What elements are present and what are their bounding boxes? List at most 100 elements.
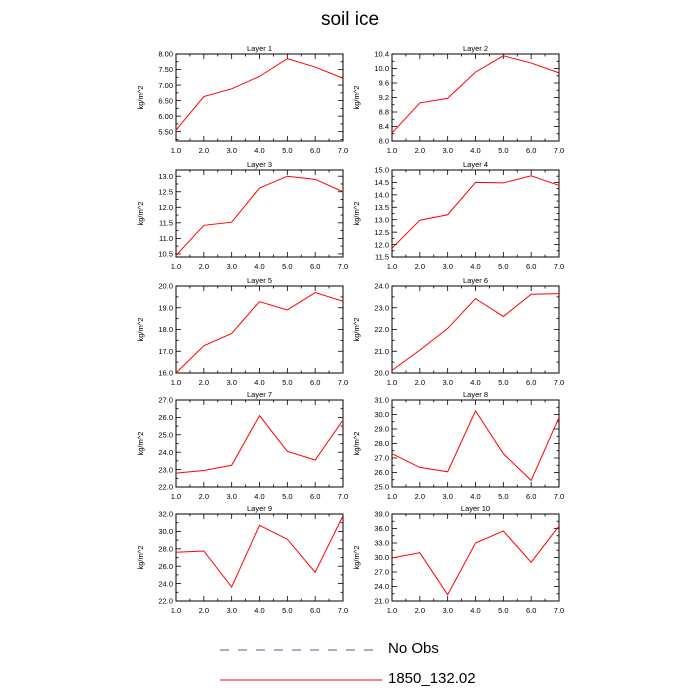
y-tick-label: 8.4 [379,122,389,131]
y-tick-label: 28.0 [374,439,389,448]
y-tick-label: 24.0 [374,582,389,591]
y-axis-label: kg/m^2 [136,86,145,110]
x-tick-label: 3.0 [442,492,452,501]
x-tick-label: 4.0 [470,146,480,155]
y-tick-label: 27.0 [158,396,173,405]
y-tick-label: 27.0 [374,568,389,577]
x-tick-label: 2.0 [199,492,209,501]
y-tick-label: 9.2 [379,93,389,102]
x-tick-label: 6.0 [526,146,536,155]
x-tick-label: 1.0 [387,146,397,155]
x-tick-label: 4.0 [254,378,264,387]
y-axis-label: kg/m^2 [136,432,145,456]
x-tick-label: 1.0 [387,492,397,501]
x-tick-label: 3.0 [442,606,452,615]
y-tick-label: 23.0 [374,303,389,312]
y-tick-label: 26.0 [374,468,389,477]
y-tick-label: 13.0 [158,172,173,181]
x-tick-label: 5.0 [498,606,508,615]
y-tick-label: 33.0 [374,539,389,548]
y-tick-label: 20.0 [374,369,389,378]
series-line-1850 [175,175,344,256]
y-tick-label: 30.0 [374,553,389,562]
y-tick-label: 12.0 [158,203,173,212]
x-tick-label: 3.0 [226,378,236,387]
y-axis-label: kg/m^2 [136,546,145,570]
y-axis-label: kg/m^2 [136,318,145,342]
y-tick-label: 26.0 [158,562,173,571]
x-tick-label: 5.0 [282,262,292,271]
y-tick-label: 24.0 [374,282,389,291]
x-tick-label: 7.0 [554,146,564,155]
panel-layer-10: 1.0 2.0 3.0 4.0 5.0 6.0 7.0 21.0 24.0 27.0 30.0 33.… [352,504,564,615]
y-tick-label: 7.50 [158,65,173,74]
plot-frame [175,513,344,602]
series-line-1850 [175,515,344,589]
panel-layer-5: 1.0 2.0 3.0 4.0 5.0 6.0 7.0 16.0 17.0 18.0 19.0 20.… [136,276,348,387]
series-line-1850 [391,525,560,596]
panel-title: Layer 10 [461,504,490,513]
x-tick-label: 3.0 [442,146,452,155]
y-axis-label: kg/m^2 [352,432,361,456]
x-tick-label: 3.0 [442,378,452,387]
x-tick-label: 1.0 [171,378,181,387]
x-tick-label: 6.0 [310,378,320,387]
x-tick-label: 4.0 [470,492,480,501]
x-tick-label: 1.0 [387,606,397,615]
y-tick-label: 6.50 [158,96,173,105]
x-tick-label: 3.0 [226,606,236,615]
plot-frame [175,53,344,142]
x-tick-label: 6.0 [526,606,536,615]
y-tick-label: 27.0 [374,454,389,463]
y-tick-label: 26.0 [158,413,173,422]
y-axis-label: kg/m^2 [352,86,361,110]
y-tick-label: 28.0 [158,545,173,554]
y-tick-label: 12.5 [158,187,173,196]
panel-layer-8: 1.0 2.0 3.0 4.0 5.0 6.0 7.0 25.0 26.0 27.0 28.0 29.… [352,390,564,501]
x-tick-label: 2.0 [415,146,425,155]
y-tick-label: 8.00 [158,50,173,59]
panel-title: Layer 1 [247,44,272,53]
panel-layer-4: 1.0 2.0 3.0 4.0 5.0 6.0 7.0 11.5 12.0 12.5 13.0 13.… [352,160,564,271]
y-tick-label: 31.0 [374,396,389,405]
series-line-1850 [391,409,560,482]
y-tick-label: 22.0 [158,597,173,606]
y-tick-label: 10.5 [158,250,173,259]
panel-layer-6: 1.0 2.0 3.0 4.0 5.0 6.0 7.0 20.0 21.0 22.0 23.0 24.… [352,276,564,387]
panel-layer-2: 1.0 2.0 3.0 4.0 5.0 6.0 7.0 8.0 8.4 8.8 9.2 9.6 10.0… [352,44,564,155]
x-tick-label: 2.0 [415,262,425,271]
series-line-1850 [391,293,560,371]
x-tick-label: 5.0 [498,492,508,501]
y-tick-label: 9.6 [379,79,389,88]
y-tick-label: 17.0 [158,347,173,356]
y-tick-label: 12.0 [374,240,389,249]
y-axis-label: kg/m^2 [136,202,145,226]
y-tick-label: 10.4 [374,50,389,59]
x-tick-label: 6.0 [310,262,320,271]
y-tick-label: 16.0 [158,369,173,378]
y-tick-label: 8.0 [379,137,389,146]
x-tick-label: 2.0 [199,146,209,155]
x-tick-label: 5.0 [498,378,508,387]
y-axis-label: kg/m^2 [352,318,361,342]
x-tick-label: 2.0 [415,606,425,615]
y-tick-label: 14.0 [374,191,389,200]
x-tick-label: 5.0 [498,146,508,155]
panel-title: Layer 4 [463,160,488,169]
x-tick-label: 1.0 [387,378,397,387]
y-tick-label: 36.0 [374,524,389,533]
y-tick-label: 6.00 [158,112,173,121]
panel-title: Layer 3 [247,160,272,169]
y-tick-label: 11.5 [159,219,173,228]
plot-frame [391,513,560,602]
panel-title: Layer 9 [247,504,272,513]
x-tick-label: 1.0 [387,262,397,271]
x-tick-label: 4.0 [254,606,264,615]
series-line-1850 [391,55,560,134]
plot-frame [175,169,344,258]
x-tick-label: 7.0 [554,262,564,271]
y-tick-label: 22.0 [158,483,173,492]
x-tick-label: 4.0 [470,378,480,387]
plot-frame [391,53,560,142]
y-tick-label: 25.0 [374,483,389,492]
